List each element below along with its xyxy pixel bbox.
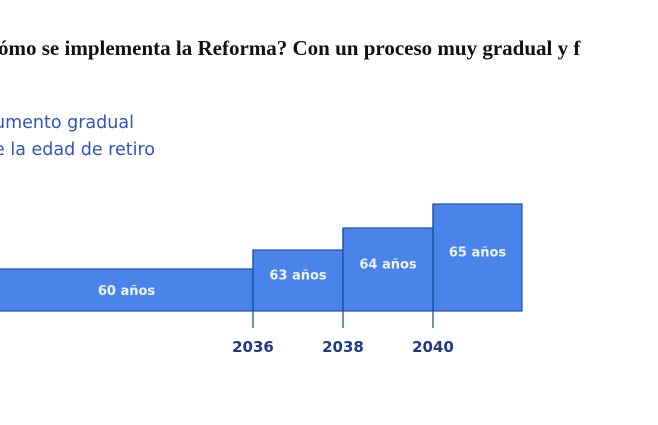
bar-60 — [0, 268, 254, 312]
year-label: 2040 — [412, 338, 454, 356]
section-heading: ómo se implementa la Reforma? Con un pro… — [0, 36, 581, 60]
year-label: 2036 — [232, 338, 274, 356]
year-label: 2038 — [322, 338, 364, 356]
chart-title-line-2: e la edad de retiro — [0, 140, 156, 160]
chart-title-line-1: umento gradual — [0, 113, 134, 133]
bar-value-label: 64 años — [359, 258, 417, 273]
bar-value-label: 65 años — [449, 246, 507, 261]
chart-title: umento gradual e la edad de retiro — [0, 110, 155, 164]
bar-value-label: 63 años — [269, 269, 327, 284]
bar-value-label: 60 años — [98, 284, 156, 299]
bar-65 — [432, 203, 523, 312]
